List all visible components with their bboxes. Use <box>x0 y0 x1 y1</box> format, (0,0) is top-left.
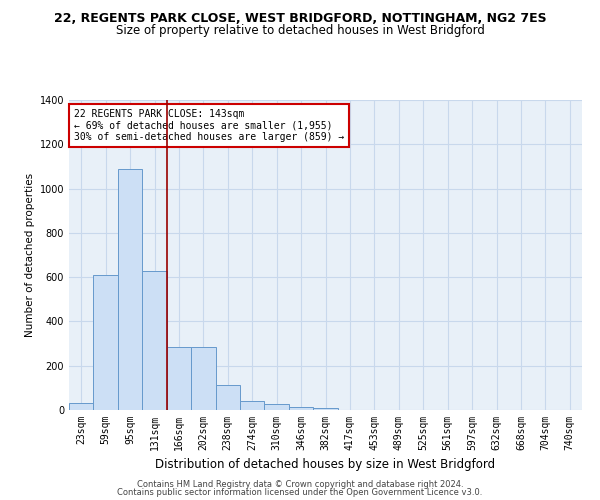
Bar <box>289 406 313 410</box>
Bar <box>240 401 265 410</box>
Bar <box>313 408 338 410</box>
Bar <box>69 404 94 410</box>
Y-axis label: Number of detached properties: Number of detached properties <box>25 173 35 337</box>
Text: Contains public sector information licensed under the Open Government Licence v3: Contains public sector information licen… <box>118 488 482 497</box>
Text: 22, REGENTS PARK CLOSE, WEST BRIDGFORD, NOTTINGHAM, NG2 7ES: 22, REGENTS PARK CLOSE, WEST BRIDGFORD, … <box>53 12 547 26</box>
Bar <box>118 168 142 410</box>
Bar <box>142 270 167 410</box>
Bar <box>191 347 215 410</box>
Text: Size of property relative to detached houses in West Bridgford: Size of property relative to detached ho… <box>116 24 484 37</box>
Bar <box>94 275 118 410</box>
Bar <box>265 404 289 410</box>
X-axis label: Distribution of detached houses by size in West Bridgford: Distribution of detached houses by size … <box>155 458 496 471</box>
Text: Contains HM Land Registry data © Crown copyright and database right 2024.: Contains HM Land Registry data © Crown c… <box>137 480 463 489</box>
Text: 22 REGENTS PARK CLOSE: 143sqm
← 69% of detached houses are smaller (1,955)
30% o: 22 REGENTS PARK CLOSE: 143sqm ← 69% of d… <box>74 110 344 142</box>
Bar <box>167 347 191 410</box>
Bar <box>215 384 240 410</box>
